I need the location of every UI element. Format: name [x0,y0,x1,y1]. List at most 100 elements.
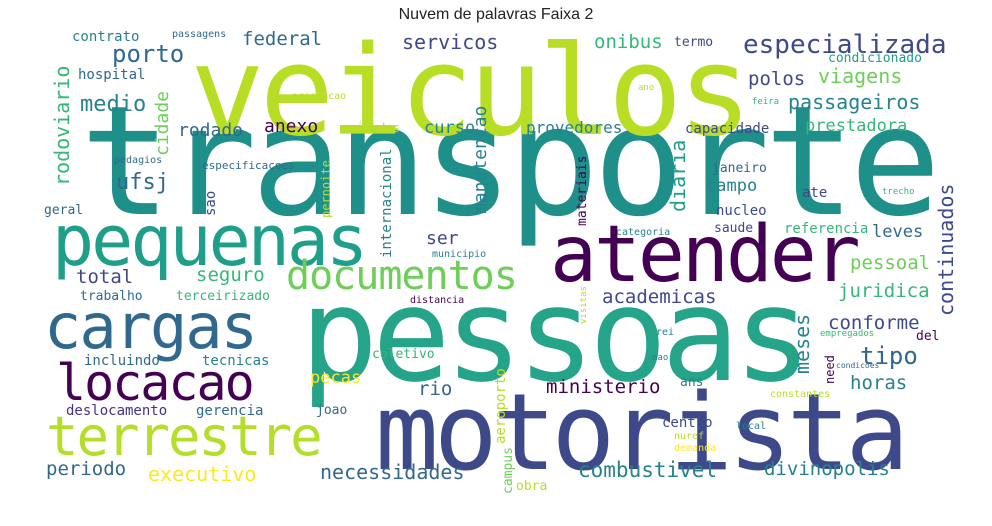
word-pecas: pecas [310,368,362,388]
word-cloud: transporte veiculos pessoas motorista at… [40,28,970,500]
word-pequenas: pequenas [52,200,368,282]
word-geral: geral [44,203,84,218]
word-feira: feira [752,97,780,107]
word-especificacoes: especificacoes [202,159,295,172]
word-del: del [916,329,940,344]
word-condicoes: condicoes [836,361,880,370]
word-municipio: municipio [432,249,487,260]
word-centro: centro [662,415,713,431]
word-federal: federal [242,28,323,50]
word-referencia: referencia [784,221,869,237]
word-tecnicas: tecnicas [202,353,270,369]
word-local: local [736,421,767,432]
word-seguro: seguro [196,264,265,286]
word-obra: obra [516,479,548,494]
word-categoria: categoria [616,227,671,238]
word-ate: ate [802,185,828,201]
word-passagens: passagens [172,29,227,40]
word-coletivo: coletivo [372,347,435,362]
word-nucleo: nucleo [716,203,767,219]
word-pessoas: pessoas [300,259,812,411]
word-empregados: empregados [820,329,875,339]
word-manutencao: manutencao [470,105,491,214]
word-anexo: anexo [264,116,319,137]
word-onibus: onibus [594,31,663,53]
word-rei: rei [656,327,675,338]
word-documentos: documentos [286,253,518,299]
word-rodado: rodado [178,120,244,141]
word-viagens: viagens [818,64,903,88]
word-campus: campus [501,447,516,494]
word-mao: mao [652,353,669,363]
word-ans: ans [680,375,704,390]
word-prestacao: prestacao [292,91,347,102]
word-leves: leves [872,222,924,242]
word-gerencia: gerencia [196,403,264,419]
word-periodo: periodo [46,458,127,480]
word-diaria: diaria [666,139,690,212]
word-motorista: motorista [375,371,909,494]
word-saude: saude [714,221,754,236]
word-trabalho: trabalho [80,289,143,304]
word-pernoite: pernoite [319,160,333,218]
word-tipo: tipo [860,342,918,370]
word-deslocamento: deslocamento [66,403,168,419]
word-cargas: cargas [44,290,258,363]
word-especializada: especializada [743,30,947,60]
word-prestadora: prestadora [805,116,908,136]
word-veiculos: veiculos [190,28,752,164]
word-nuref: nuref [674,431,705,442]
word-sao: sao [203,190,219,216]
word-ufsj: ufsj [116,170,169,195]
word-incluindo: incluindo [84,353,160,369]
word-materiais: materiais [575,155,590,226]
word-servicos: servicos [402,30,499,54]
word-constantes: constantes [770,389,831,400]
word-distancia: distancia [410,295,465,306]
word-conforme: conforme [828,312,920,334]
word-academicas: academicas [602,286,717,308]
word-continuados: continuados [934,183,958,316]
word-joao: joao [316,403,348,418]
word-provedores: provedores [526,118,623,137]
word-atender: atender [550,210,861,300]
word-divinopolis: divinopolis [764,458,890,480]
word-aeroporto: aeroporto [493,368,509,444]
word-pedagios: pedagios [114,155,163,166]
word-need: need [823,355,837,384]
word-unidades: unidades [342,121,400,135]
word-combustivel: combustivel [578,458,718,482]
word-juridica: juridica [838,280,930,302]
word-curso: curso [424,118,476,138]
word-hospital: hospital [78,67,146,83]
word-ano: ano [638,83,655,93]
word-condicionado: condicionado [828,51,922,66]
word-termo: termo [674,35,714,50]
chart-title: Nuvem de palavras Faixa 2 [398,6,594,23]
word-visitas: visitas [579,286,589,324]
word-ministerio: ministerio [546,376,661,398]
word-locacao: locacao [56,354,255,412]
word-transporte: transporte [80,73,941,250]
word-contrato: contrato [72,29,140,45]
word-capacidade: capacidade [685,121,770,137]
word-rio: rio [418,378,453,400]
word-trecho: trecho [882,187,915,197]
word-executivo: executivo [148,462,257,486]
word-meses: meses [790,313,814,374]
word-medio: medio [80,92,147,117]
word-pessoal: pessoal [850,252,931,274]
word-demanda: demanda [674,443,717,454]
word-porto: porto [112,40,185,68]
word-total: total [76,266,134,288]
word-necessidades: necessidades [320,460,465,484]
word-campo: campo [706,176,758,196]
word-internacional: internacional [379,148,395,258]
word-cidade: cidade [152,90,173,156]
word-rodoviario: rodoviario [50,65,74,186]
word-horas: horas [850,372,908,394]
word-polos: polos [748,68,806,90]
word-terrestre: terrestre [46,405,323,468]
word-terceirizado: terceirizado [176,289,270,304]
word-janeiro: janeiro [712,161,767,176]
